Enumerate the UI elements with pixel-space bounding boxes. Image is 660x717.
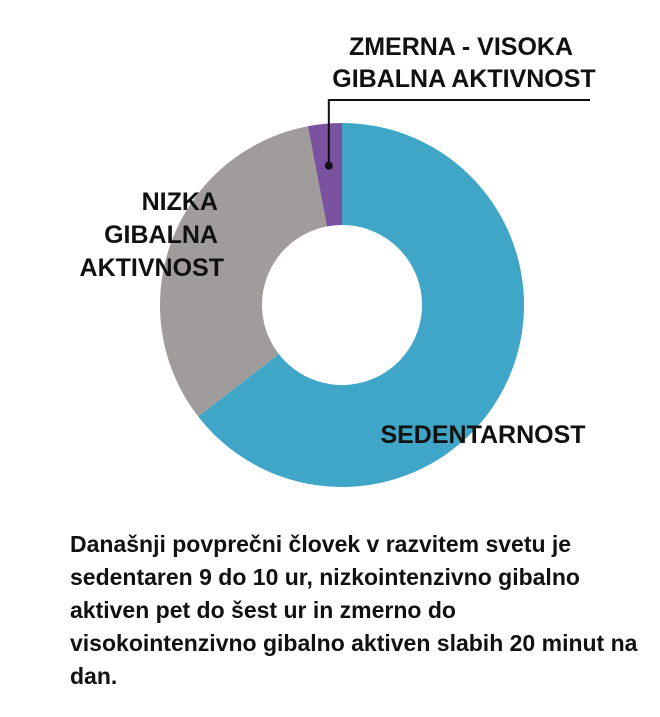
label-zmerna-line-1: ZMERNA - VISOKA [349,33,573,61]
leader-dot [324,161,333,170]
slice-nizka-gibalna-aktivnost [159,126,328,417]
donut-slices [159,123,525,487]
label-nizka-line-3: AKTIVNOST [80,254,224,282]
chart-caption: Današnji povprečni človek v razvitem sve… [70,531,638,689]
slice-sedentarnost [198,123,525,487]
label-nizka-line-2: GIBALNA [104,221,218,249]
slice-zmerna-visoka-gibalna-aktivnost [307,123,342,227]
leader-line [327,99,590,166]
label-zmerna-line-2: GIBALNA AKTIVNOST [332,65,595,93]
donut-chart: SEDENTARNOST NIZKA GIBALNA AKTIVNOST ZME… [80,33,596,487]
label-sedentarnost-line-1: SEDENTARNOST [380,421,585,449]
label-nizka-line-1: NIZKA [142,188,218,216]
label-zmerna-visoka-gibalna-aktivnost: ZMERNA - VISOKA GIBALNA AKTIVNOST [332,33,595,93]
label-nizka-gibalna-aktivnost: NIZKA GIBALNA AKTIVNOST [80,188,224,282]
label-sedentarnost: SEDENTARNOST [380,421,585,449]
leader-line-group [324,99,590,170]
